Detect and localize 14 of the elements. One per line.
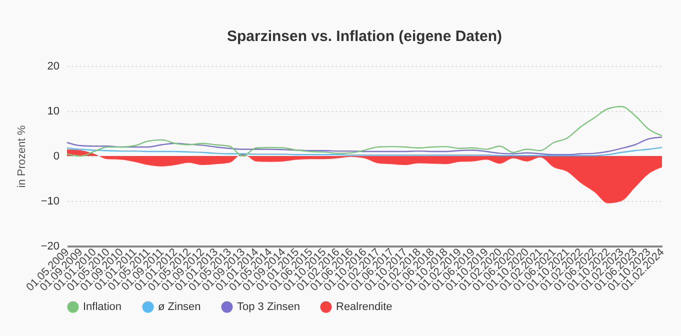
line-series: [66, 106, 663, 157]
line-series: [66, 136, 663, 156]
legend-label: Realrendite: [336, 301, 392, 313]
legend-label: ø Zinsen: [158, 301, 201, 313]
y-tick-label: 0: [53, 150, 60, 162]
y-axis-title: in Prozent %: [16, 125, 28, 188]
y-tick-label: 10: [47, 106, 60, 118]
line-series: [66, 146, 663, 156]
y-tick-label: 20: [47, 60, 60, 72]
y-tick-label: −20: [40, 240, 60, 252]
legend-label: Top 3 Zinsen: [237, 301, 300, 313]
chart-title: Sparzinsen vs. Inflation (eigene Daten): [226, 28, 502, 45]
legend-label: Inflation: [83, 301, 122, 313]
y-tick-label: −10: [40, 196, 60, 208]
